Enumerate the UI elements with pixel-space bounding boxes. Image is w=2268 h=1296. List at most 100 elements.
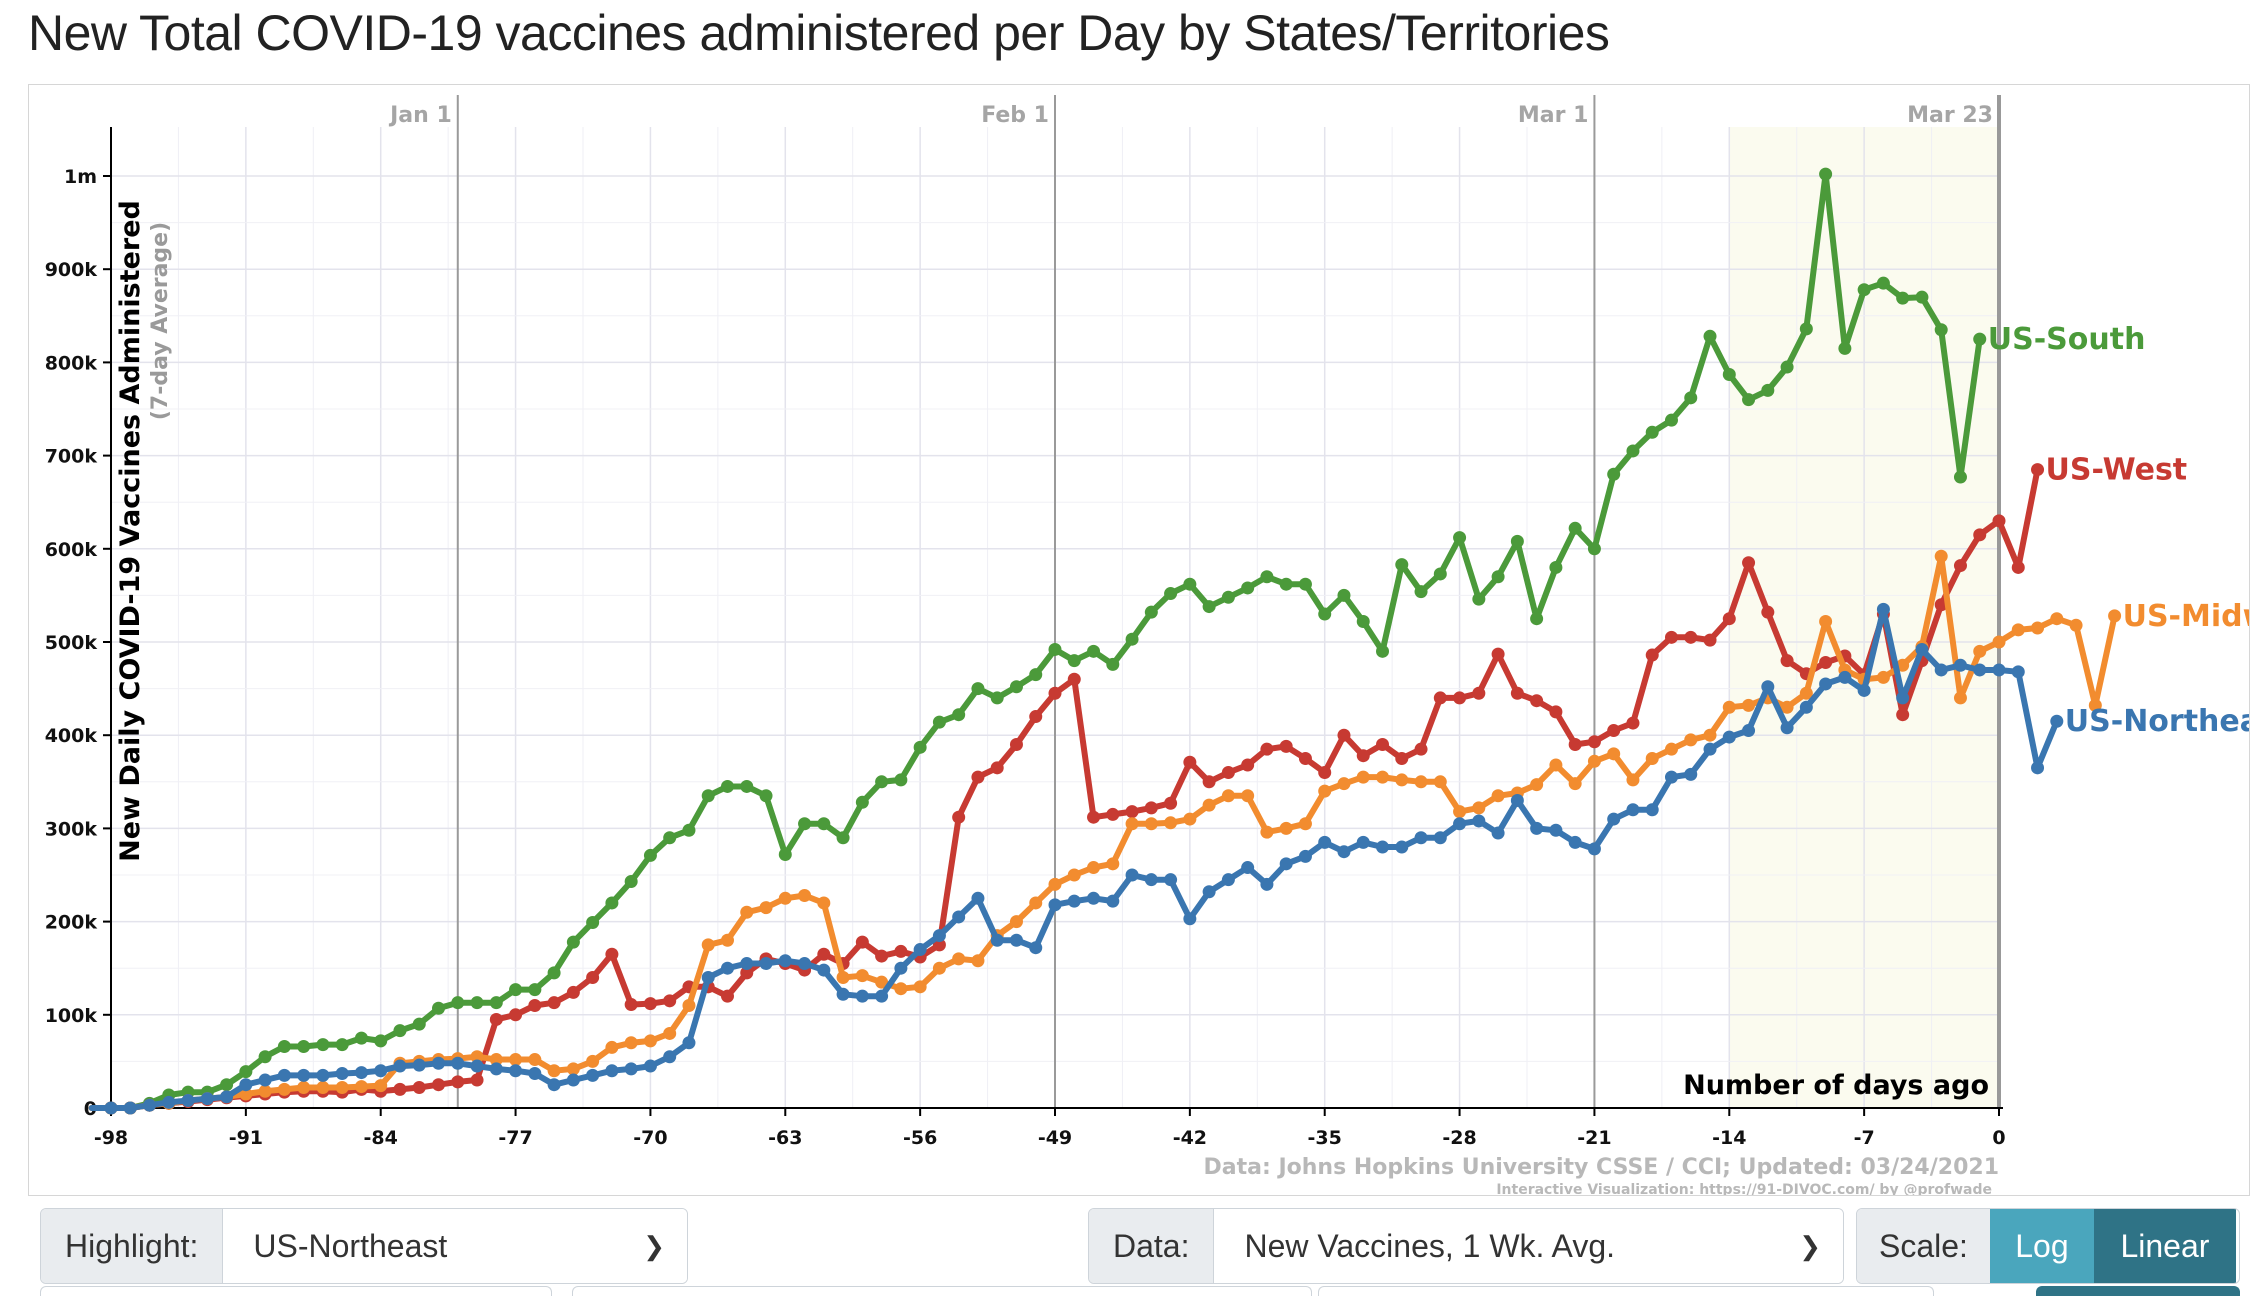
data-point — [1221, 789, 1235, 803]
data-point — [393, 1082, 407, 1096]
data-point — [1125, 817, 1139, 831]
data-point — [1587, 842, 1601, 856]
data-point — [624, 998, 638, 1012]
highlight-select[interactable]: US-Northeast ❯ — [223, 1209, 687, 1283]
data-point — [759, 901, 773, 915]
data-point — [1626, 803, 1640, 817]
data-point — [1742, 556, 1756, 570]
data-point — [2088, 698, 2102, 712]
next-control-row-edge — [572, 1286, 1312, 1296]
y-tick-label: 600k — [45, 539, 98, 561]
highlight-select-value: US-Northeast — [253, 1227, 448, 1264]
data-point — [354, 1080, 368, 1094]
date-marker-label: Jan 1 — [388, 103, 452, 128]
data-point — [1298, 849, 1312, 863]
data-point — [1337, 728, 1351, 742]
data-point — [1144, 873, 1158, 887]
data-point — [1530, 612, 1544, 626]
data-point — [1780, 360, 1794, 374]
data-point — [720, 989, 734, 1003]
data-point — [643, 997, 657, 1011]
data-point — [2108, 609, 2122, 623]
data-point — [1896, 691, 1910, 705]
data-point — [1414, 585, 1428, 599]
x-tick-label: -35 — [1308, 1127, 1342, 1149]
data-point — [489, 1012, 503, 1026]
data-point — [2031, 463, 2045, 477]
data-point — [258, 1084, 272, 1098]
data-select[interactable]: New Vaccines, 1 Wk. Avg. ❯ — [1214, 1209, 1843, 1283]
data-control: Data: New Vaccines, 1 Wk. Avg. ❯ — [1088, 1208, 1844, 1284]
data-point — [1915, 290, 1929, 304]
data-point — [701, 971, 715, 985]
data-point — [354, 1031, 368, 1045]
data-point — [855, 989, 869, 1003]
x-tick-label: -42 — [1173, 1127, 1207, 1149]
data-point — [528, 998, 542, 1012]
data-point — [316, 1068, 330, 1082]
data-point — [412, 1058, 426, 1072]
data-point — [1626, 716, 1640, 730]
data-point — [1221, 590, 1235, 604]
data-point — [528, 1053, 542, 1067]
data-point — [1144, 801, 1158, 815]
y-tick-label: 100k — [45, 1005, 98, 1027]
x-tick-label: -49 — [1038, 1127, 1072, 1149]
data-point — [1337, 845, 1351, 859]
data-point — [451, 1075, 465, 1089]
data-point — [894, 944, 908, 958]
data-point — [1067, 672, 1081, 686]
data-point — [663, 994, 677, 1008]
series-us-south — [88, 167, 1987, 1115]
data-point — [316, 1080, 330, 1094]
data-point — [1819, 167, 1833, 181]
data-point — [2031, 621, 2045, 635]
data-point — [798, 817, 812, 831]
data-point — [1356, 835, 1370, 849]
data-point — [432, 1001, 446, 1015]
data-point — [1549, 560, 1563, 574]
data-point — [1799, 700, 1813, 714]
data-point — [971, 891, 985, 905]
data-point — [1530, 694, 1544, 708]
data-point — [509, 1064, 523, 1078]
data-point — [1298, 752, 1312, 765]
scale-control: Scale: Log Linear — [1856, 1208, 2240, 1284]
data-point — [1433, 775, 1447, 789]
data-point — [643, 1059, 657, 1073]
y-axis-title: New Daily COVID-19 Vaccines Administered — [115, 200, 146, 862]
data-point — [759, 789, 773, 803]
data-point — [1510, 686, 1524, 700]
data-point — [297, 1039, 311, 1053]
data-point — [855, 935, 869, 949]
data-point — [932, 715, 946, 729]
chevron-down-icon: ❯ — [643, 1230, 665, 1261]
data-point — [432, 1078, 446, 1092]
data-point — [1973, 644, 1987, 658]
data-point — [1202, 775, 1216, 789]
data-point — [528, 983, 542, 997]
data-point — [624, 1036, 638, 1050]
data-point — [1241, 789, 1255, 803]
data-point — [239, 1087, 253, 1101]
data-point — [1395, 558, 1409, 572]
x-tick-label: -63 — [768, 1127, 802, 1149]
data-point — [1260, 825, 1274, 839]
series-end-label: US-Northeast — [2065, 704, 2249, 739]
data-point — [778, 891, 792, 905]
data-point — [894, 961, 908, 975]
data-point — [1973, 663, 1987, 677]
data-point — [2050, 612, 2064, 626]
data-point — [913, 740, 927, 754]
data-point — [1761, 605, 1775, 619]
data-point — [836, 987, 850, 1001]
data-point — [528, 1067, 542, 1081]
scale-log-button[interactable]: Log — [1989, 1209, 2094, 1283]
data-point — [1356, 770, 1370, 784]
data-point — [971, 770, 985, 784]
data-point — [701, 789, 715, 803]
data-point — [952, 708, 966, 722]
data-point — [1453, 531, 1467, 545]
data-point — [1356, 749, 1370, 763]
scale-linear-button[interactable]: Linear — [2093, 1209, 2236, 1283]
